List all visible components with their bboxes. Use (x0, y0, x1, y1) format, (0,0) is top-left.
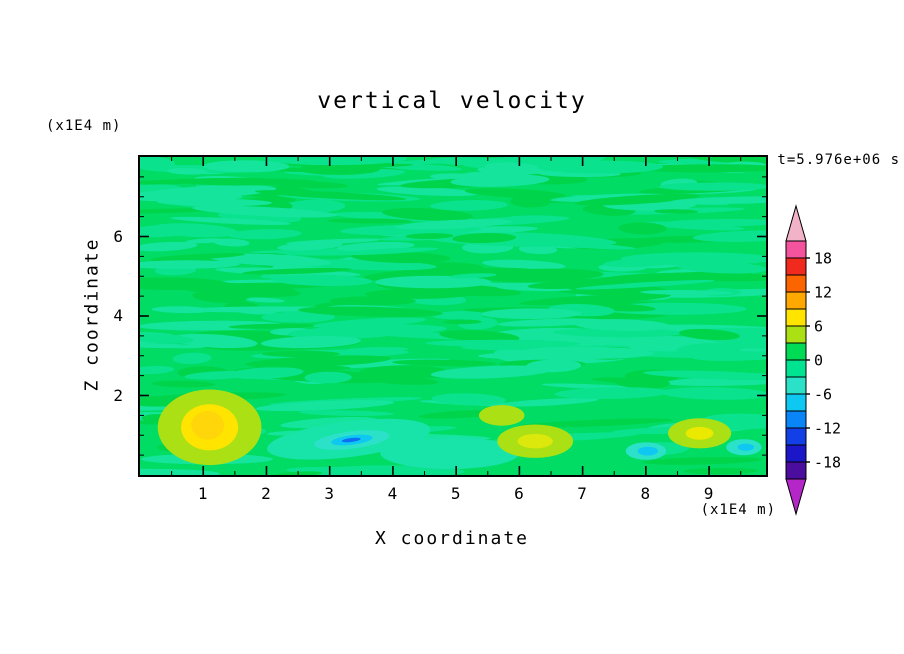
colorbar-label: 12 (814, 284, 832, 302)
y-tick-label: 6 (113, 226, 124, 246)
colorbar-label: -6 (814, 386, 832, 404)
x-tick-label: 8 (640, 484, 652, 503)
x-tick-label: 9 (703, 484, 715, 503)
x-tick-label: 4 (387, 484, 399, 503)
colorbar-label: 18 (814, 250, 832, 268)
x-tick-label: 2 (261, 484, 272, 503)
y-tick-label: 4 (113, 306, 124, 325)
y-tick-label: 2 (113, 385, 124, 405)
x-axis-units-label: (x1E4 m) (700, 502, 776, 518)
x-tick-label: 6 (514, 484, 525, 503)
colorbar-label: 6 (814, 318, 823, 336)
x-tick-label: 3 (324, 484, 335, 503)
contour-field (140, 157, 766, 475)
plot-area (138, 155, 768, 477)
x-tick-label: 7 (577, 484, 588, 503)
timestamp-label: t=5.976e+06 s (777, 152, 900, 168)
colorbar-label: -18 (814, 454, 841, 472)
colorbar: 18 12 6 0 -6 -12 -18 (785, 204, 841, 516)
x-tick-label: 5 (450, 484, 462, 503)
x-tick-label: 1 (197, 484, 209, 503)
colorbar-label: -12 (814, 420, 841, 438)
y-axis-units-label: (x1E4 m) (46, 118, 122, 134)
colorbar-label: 0 (814, 352, 823, 370)
chart-title: vertical velocity (317, 88, 587, 114)
x-axis-title: X coordinate (374, 528, 530, 549)
